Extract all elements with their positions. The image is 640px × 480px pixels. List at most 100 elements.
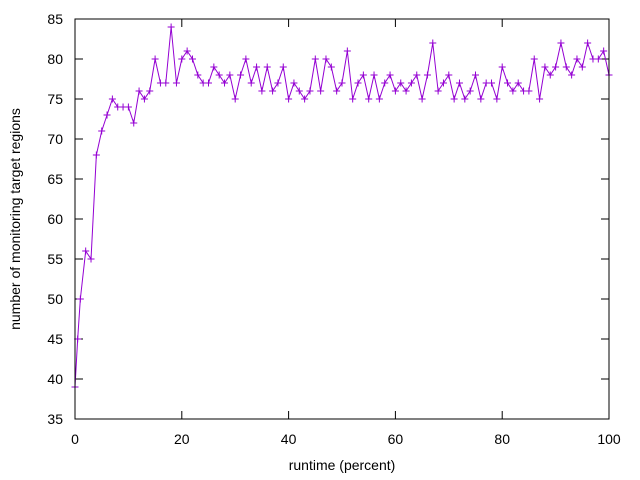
data-point-marker — [445, 71, 453, 79]
data-point-marker — [247, 79, 255, 87]
data-point-marker — [397, 79, 405, 87]
data-point-marker — [413, 71, 421, 79]
data-point-marker — [493, 95, 501, 103]
data-point-marker — [242, 55, 250, 63]
data-point-marker — [140, 95, 148, 103]
data-point-marker — [498, 63, 506, 71]
series-line — [74, 26, 610, 388]
data-point-marker — [472, 71, 479, 79]
data-point-marker — [333, 87, 341, 95]
data-point-marker — [359, 71, 367, 79]
data-point-marker — [418, 95, 426, 103]
x-tick-label: 0 — [71, 431, 79, 447]
data-point-marker — [263, 63, 271, 71]
data-point-marker — [536, 95, 544, 103]
data-point-marker — [221, 79, 229, 87]
data-point-marker — [578, 63, 586, 71]
data-point-marker — [370, 71, 378, 79]
y-axis-label: number of monitoring target regions — [7, 108, 23, 330]
data-point-marker — [237, 71, 245, 79]
data-point-marker — [525, 87, 533, 95]
data-point-marker — [301, 95, 309, 103]
plot-frame — [74, 18, 610, 420]
y-tick-label: 40 — [47, 371, 63, 387]
data-point-marker — [162, 79, 170, 87]
data-point-marker — [557, 39, 565, 47]
data-point-marker — [391, 87, 399, 95]
data-point-marker — [504, 79, 512, 87]
data-point-marker — [546, 71, 554, 79]
data-point-marker — [509, 87, 517, 95]
data-point-marker — [172, 79, 180, 87]
data-point-marker — [226, 71, 234, 79]
data-point-marker — [188, 55, 196, 63]
data-point-marker — [407, 79, 415, 87]
data-point-marker — [381, 79, 389, 87]
data-point-marker — [477, 95, 485, 103]
y-tick-label: 60 — [47, 211, 63, 227]
data-point-marker — [306, 87, 314, 95]
data-point-marker — [584, 39, 592, 47]
data-point-marker — [338, 79, 346, 87]
y-tick-label: 65 — [47, 171, 63, 187]
data-point-marker — [594, 55, 602, 63]
data-point-marker — [98, 127, 106, 135]
data-series — [71, 23, 613, 391]
data-point-marker — [461, 95, 469, 103]
x-tick-label: 40 — [281, 431, 297, 447]
x-tick-label: 60 — [388, 431, 404, 447]
data-point-marker — [375, 95, 383, 103]
data-point-marker — [455, 79, 463, 87]
data-point-marker — [552, 63, 560, 71]
data-point-marker — [402, 87, 410, 95]
data-point-marker — [178, 55, 186, 63]
data-point-marker — [429, 39, 437, 47]
axis-ticks: 35 40 45 50 55 60 65 70 75 80 85 0 20 40 60 80 100 — [47, 11, 620, 447]
data-point-marker — [253, 63, 261, 71]
data-point-marker — [146, 87, 154, 95]
y-tick-label: 45 — [47, 331, 63, 347]
y-tick-label: 75 — [47, 91, 63, 107]
data-point-marker — [488, 79, 496, 87]
data-point-marker — [231, 95, 239, 103]
data-point-marker — [258, 87, 266, 95]
data-point-marker — [514, 79, 522, 87]
data-point-marker — [365, 95, 373, 103]
y-tick-label: 70 — [47, 131, 63, 147]
x-tick-label: 20 — [174, 431, 190, 447]
y-tick-label: 80 — [47, 51, 63, 67]
data-point-marker — [295, 87, 303, 95]
data-point-marker — [541, 63, 549, 71]
data-point-marker — [322, 55, 330, 63]
data-point-marker — [568, 71, 576, 79]
data-point-marker — [151, 55, 159, 63]
data-point-marker — [327, 63, 335, 71]
data-point-marker — [573, 55, 581, 63]
data-point-marker — [290, 79, 298, 87]
y-tick-label: 85 — [47, 11, 63, 27]
x-tick-label: 100 — [597, 431, 621, 447]
data-point-marker — [124, 103, 132, 111]
data-point-marker — [108, 95, 116, 103]
data-point-marker — [349, 95, 357, 103]
data-point-marker — [87, 255, 95, 263]
data-point-marker — [600, 47, 608, 55]
data-point-marker — [285, 95, 293, 103]
data-point-marker — [562, 63, 570, 71]
y-tick-label: 50 — [47, 291, 63, 307]
data-point-marker — [423, 71, 431, 79]
data-point-marker — [183, 47, 191, 55]
data-point-marker — [439, 79, 447, 87]
data-point-marker — [130, 119, 138, 127]
data-point-marker — [354, 79, 362, 87]
data-point-marker — [386, 71, 394, 79]
data-point-marker — [205, 79, 212, 87]
data-point-marker — [269, 87, 277, 95]
data-point-marker — [343, 47, 351, 55]
data-point-marker — [530, 55, 538, 63]
x-tick-label: 80 — [494, 431, 510, 447]
data-point-marker — [317, 87, 325, 95]
